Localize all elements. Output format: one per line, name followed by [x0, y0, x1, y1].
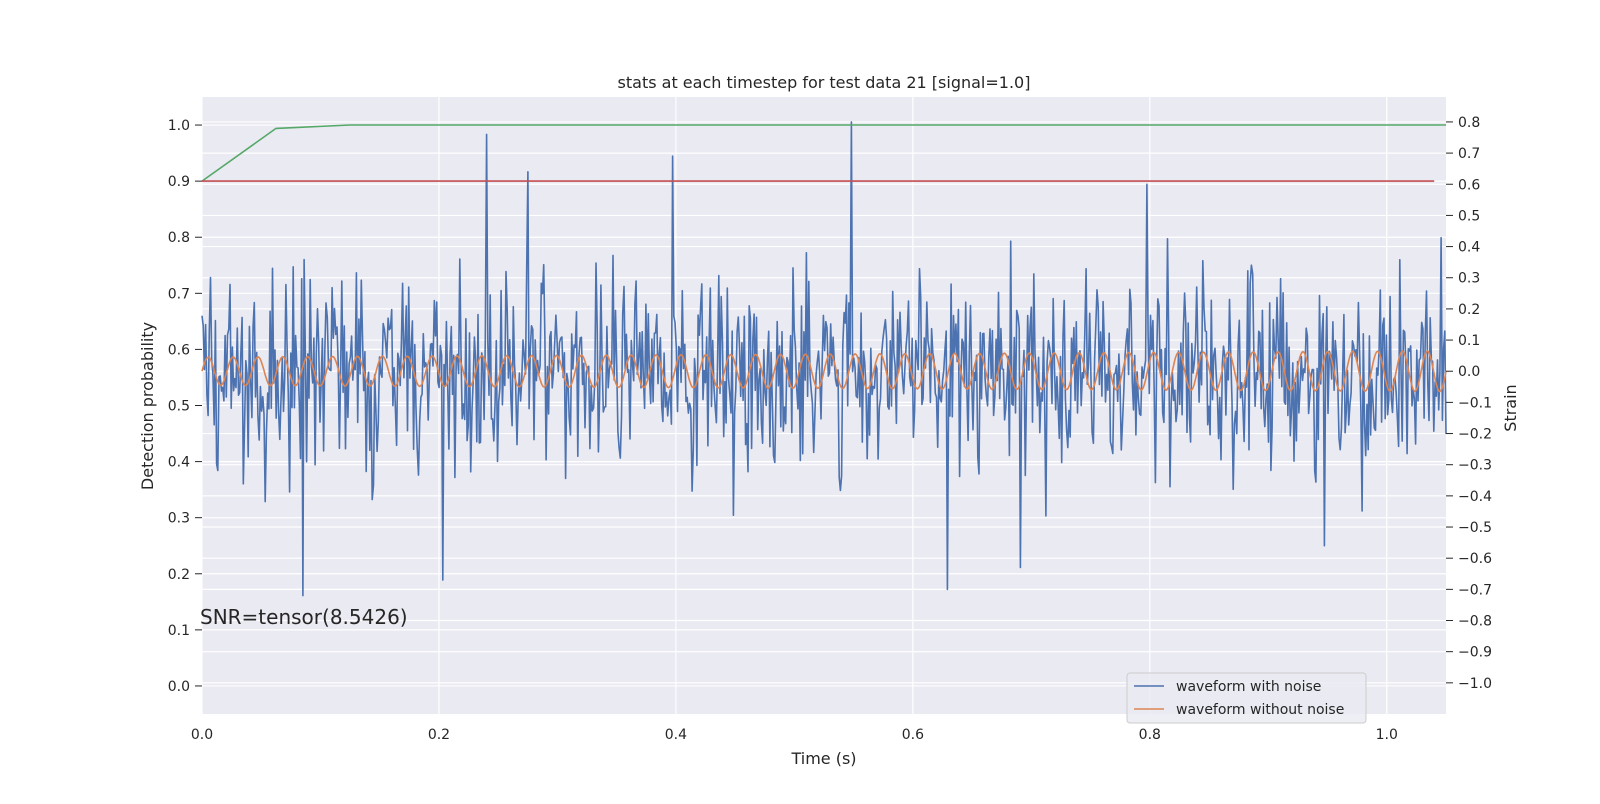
y-right-tick-label: 0.2 — [1458, 302, 1480, 318]
y-axis-label-left: Detection probability — [138, 322, 157, 490]
series-waveform-with-noise — [201, 121, 1447, 597]
y-right-tick-label: 0.1 — [1458, 333, 1480, 349]
x-tick-label: 0.2 — [428, 727, 450, 743]
series-waveform-without-noise — [201, 350, 1447, 393]
y-right-tick-label: −0.9 — [1458, 645, 1492, 661]
y-right-tick-label: 0.6 — [1458, 177, 1480, 193]
y-left-tick-label: 0.4 — [168, 455, 190, 471]
y-left-tick-label: 0.1 — [168, 623, 190, 639]
y-right-tick-label: −0.7 — [1458, 582, 1492, 598]
x-tick-label: 0.4 — [665, 727, 687, 743]
y-right-tick-label: 0.8 — [1458, 115, 1480, 131]
y-right-tick-label: −0.4 — [1458, 489, 1492, 505]
y-right-tick-label: 0.0 — [1458, 364, 1480, 380]
snr-annotation: SNR=tensor(8.5426) — [200, 605, 408, 629]
x-tick-label: 0.6 — [902, 727, 924, 743]
tick-labels: 0.0 0.2 0.4 0.6 0.8 1.0 0.0 0.1 0.2 0.3 0.4 0.5 0.6 0… — [168, 115, 1492, 743]
y-right-tick-label: −0.5 — [1458, 520, 1492, 536]
y-left-tick-label: 0.8 — [168, 230, 190, 246]
legend-label-clean: waveform without noise — [1176, 702, 1344, 718]
legend-label-noisy: waveform with noise — [1176, 679, 1321, 695]
chart-title: stats at each timestep for test data 21 … — [618, 73, 1031, 92]
y-left-tick-label: 0.5 — [168, 399, 190, 415]
legend-box — [1126, 672, 1367, 724]
y-left-tick-label: 0.2 — [168, 567, 190, 583]
y-right-tick-label: 0.7 — [1458, 146, 1480, 162]
series-detection-probability — [201, 124, 1446, 182]
y-left-tick-label: 0.9 — [168, 174, 190, 190]
y-left-tick-label: 0.3 — [168, 511, 190, 527]
y-axis-label-right: Strain — [1501, 384, 1520, 431]
x-axis-label: Time (s) — [790, 749, 856, 768]
y-right-tick-label: −0.2 — [1458, 427, 1492, 443]
y-right-tick-label: −1.0 — [1458, 676, 1492, 692]
y-left-tick-label: 0.7 — [168, 286, 190, 302]
y-right-tick-label: −0.1 — [1458, 395, 1492, 411]
y-right-tick-label: 0.4 — [1458, 240, 1480, 256]
y-left-tick-label: 0.0 — [168, 679, 190, 695]
y-left-tick-label: 1.0 — [168, 118, 190, 134]
x-tick-label: 1.0 — [1376, 727, 1398, 743]
series-layer — [201, 121, 1447, 597]
legend: waveform with noise waveform without noi… — [1126, 672, 1367, 724]
x-tick-label: 0.0 — [191, 727, 213, 743]
y-right-tick-label: −0.8 — [1458, 614, 1492, 630]
x-tick-label: 0.8 — [1139, 727, 1161, 743]
y-left-tick-label: 0.6 — [168, 342, 190, 358]
y-right-tick-label: −0.6 — [1458, 551, 1492, 567]
y-right-tick-label: 0.3 — [1458, 271, 1480, 287]
y-right-tick-label: −0.3 — [1458, 458, 1492, 474]
y-right-tick-label: 0.5 — [1458, 208, 1480, 224]
